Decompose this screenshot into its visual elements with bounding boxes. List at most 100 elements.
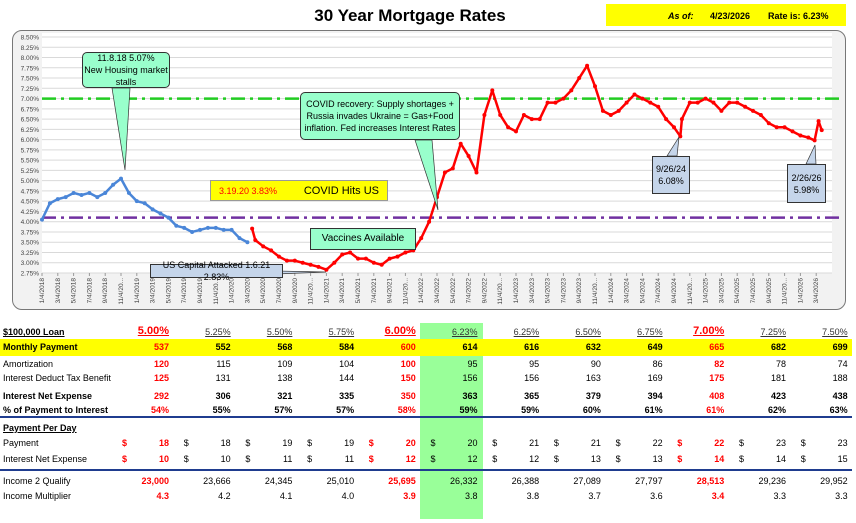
data-point [703, 96, 708, 101]
data-point [498, 112, 503, 117]
callout-text: 6.08% [658, 176, 684, 186]
callout-text: inflation. Fed increases Interest Rates [304, 123, 456, 133]
table-cell: 552 [215, 342, 231, 352]
table-row: Income 2 Qualify 23,000 23,666 24,345 25,010… [0, 474, 856, 489]
currency-symbol: $ [739, 454, 745, 464]
data-point [687, 100, 692, 105]
table-cell: 584 [339, 342, 355, 352]
table-cell: 23 [837, 438, 848, 448]
table-cell: 568 [277, 342, 293, 352]
callout-low-2026: 2/26/26 5.98% [787, 164, 826, 203]
table-cell: 58% [397, 405, 416, 415]
as-of-label: As of: [668, 11, 694, 21]
data-point [150, 207, 155, 212]
table-cell: 3.7 [588, 491, 601, 501]
currency-symbol: $ [245, 454, 251, 464]
data-point [632, 92, 637, 97]
y-tick-label: 7.75% [21, 65, 40, 72]
table-cell: 95 [529, 359, 540, 369]
table-cell: 175 [709, 373, 725, 383]
loan-amount-label: $100,000 Loan [3, 327, 65, 337]
x-tick-label: 11/4/20... [118, 278, 125, 305]
y-tick-label: 6.75% [21, 106, 40, 113]
table-cell: 131 [215, 373, 231, 383]
callout-housing-stalls: 11.8.18 5.07% New Housing market stalls [82, 52, 170, 88]
data-point [466, 154, 471, 159]
table-cell: 29,952 [820, 476, 848, 486]
data-point [561, 96, 566, 101]
x-tick-label: 7/4/2021 [371, 278, 378, 304]
table-cell: 115 [216, 359, 231, 369]
series-line [250, 64, 823, 271]
table-cell: 292 [153, 391, 169, 401]
table-cell: 156 [524, 373, 540, 383]
x-tick-label: 9/4/2023 [576, 278, 583, 304]
callout-text: 11.8.18 5.07% [97, 53, 155, 63]
data-point [277, 254, 281, 259]
plot-area [42, 33, 832, 273]
table-row: Interest Deduct Tax Benefit 125 131 138 144 1… [0, 371, 856, 386]
data-point [324, 267, 329, 272]
table-cell: 55% [212, 405, 231, 415]
table-cell: 423 [770, 391, 786, 401]
table-cell: 350 [400, 391, 416, 401]
callout-low-2024: 9/26/24 6.08% [652, 156, 690, 194]
data-point [640, 96, 645, 101]
table-cell: 57% [274, 405, 293, 415]
table-cell: 306 [215, 391, 231, 401]
row-label: Income Multiplier [3, 491, 72, 501]
table-row: Income Multiplier 4.3 4.2 4.1 4.0 3.9 3.8 3.8 3.… [0, 489, 856, 504]
callout-text: 5.98% [793, 184, 820, 195]
data-point [387, 256, 392, 261]
data-point [158, 211, 163, 216]
table-cell: 150 [400, 373, 416, 383]
data-point [474, 170, 479, 175]
table-cell: 14 [714, 454, 725, 464]
data-point [766, 121, 771, 126]
data-point [616, 108, 621, 113]
table-cell: 59% [459, 405, 478, 415]
table-cell: 120 [153, 359, 169, 369]
data-point [403, 250, 408, 255]
table-cell: 18 [158, 438, 169, 448]
table-cell: 57% [336, 405, 355, 415]
data-point [490, 88, 495, 93]
row-label: % of Payment to Interest [3, 405, 109, 415]
table-cell: 21 [590, 438, 601, 448]
x-tick-label: 5/4/2024 [639, 278, 646, 304]
data-point [55, 197, 60, 202]
table-cell: 78 [775, 359, 786, 369]
data-point [245, 240, 250, 245]
table-cell: 4.3 [156, 491, 169, 501]
table-cell: 616 [524, 342, 540, 352]
data-point [569, 88, 574, 93]
table-row: Interest Net Expense $10 $10 $11 $11 $12 $12 $1… [0, 452, 856, 467]
y-tick-label: 5.75% [21, 147, 40, 154]
data-point [292, 258, 297, 263]
table-cell: 60% [582, 405, 601, 415]
data-point [205, 225, 210, 230]
x-tick-label: 1/4/2025 [703, 278, 710, 304]
x-tick-label: 9/4/2025 [766, 278, 773, 304]
x-tick-label: 11/4/20... [687, 278, 694, 305]
table-cell: 163 [585, 373, 601, 383]
x-tick-label: 3/4/2026 [813, 278, 820, 304]
data-point [719, 108, 724, 113]
data-point [87, 190, 92, 195]
table-cell: 10 [158, 454, 169, 464]
data-point [119, 176, 123, 181]
table-cell: 4.2 [218, 491, 231, 501]
data-point [174, 223, 179, 228]
table-cell: 26,388 [511, 476, 540, 486]
data-point [727, 100, 732, 105]
x-tick-label: 1/4/2020 [229, 278, 236, 304]
callout-text: Vaccines Available [321, 233, 405, 244]
table-cell: 632 [585, 342, 601, 352]
rate-header: 6.75% [637, 327, 663, 337]
table-cell: 22 [652, 438, 663, 448]
table-cell: 682 [770, 342, 786, 352]
data-point [545, 100, 550, 105]
table-cell: 20 [405, 438, 416, 448]
currency-symbol: $ [183, 454, 189, 464]
y-tick-label: 6.25% [21, 127, 40, 134]
